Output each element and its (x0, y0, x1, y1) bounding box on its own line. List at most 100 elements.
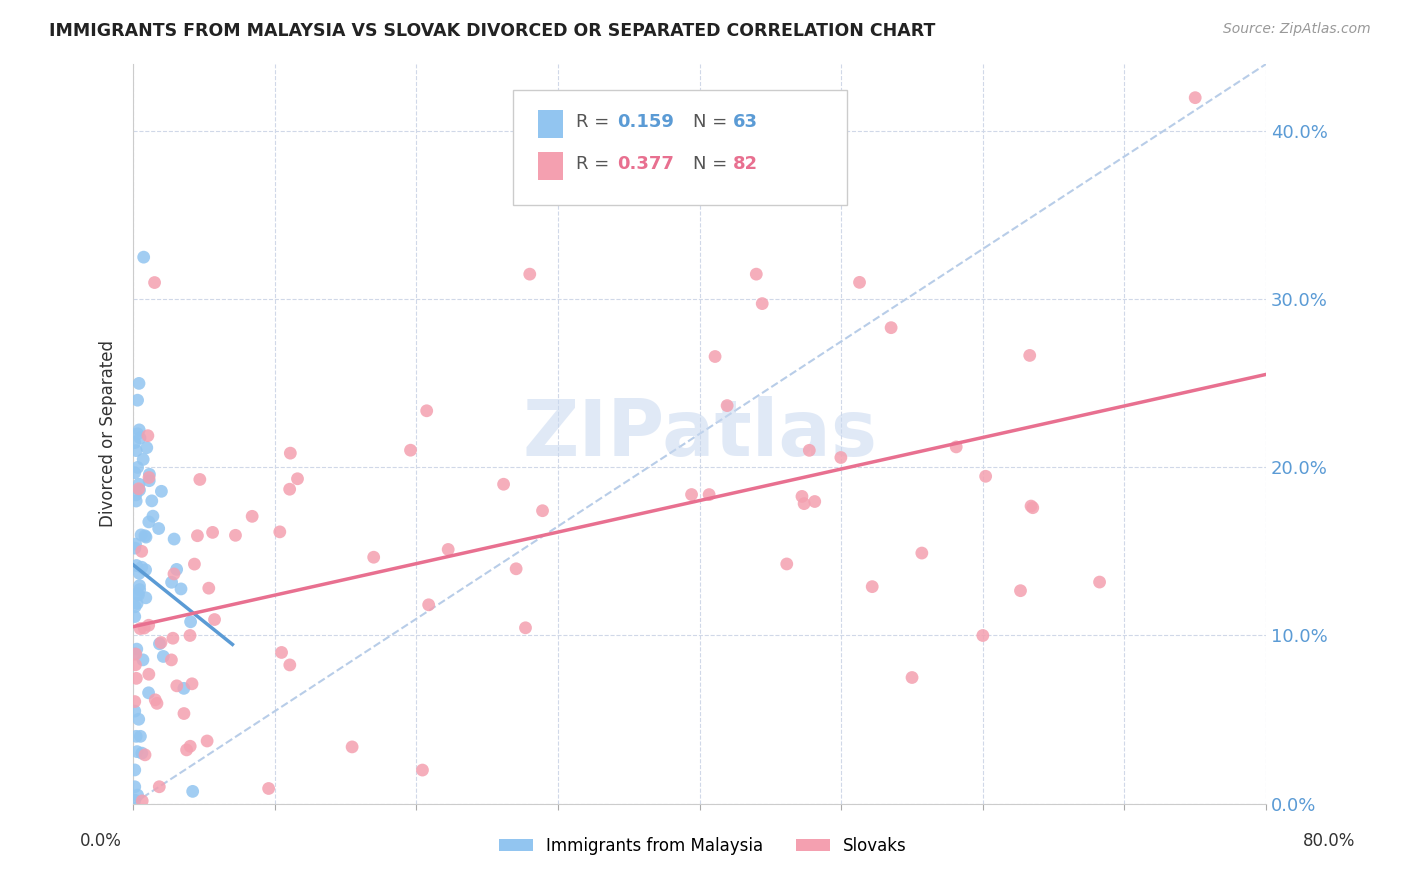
Text: 82: 82 (733, 155, 758, 173)
Point (129, 528, 152, 542)
Point (124, 609, 146, 624)
Point (269, 524, 291, 539)
Point (124, 599, 146, 614)
Point (124, 657, 146, 672)
Point (127, 596, 149, 610)
Point (131, 544, 153, 558)
Point (135, 563, 157, 577)
Point (148, 637, 170, 651)
Point (181, 784, 204, 798)
Point (142, 509, 165, 524)
Point (492, 477, 515, 491)
Point (162, 632, 184, 646)
Point (138, 470, 160, 484)
Point (127, 460, 149, 475)
Point (148, 522, 170, 536)
Point (135, 441, 157, 455)
Point (830, 450, 852, 465)
Text: IMMIGRANTS FROM MALAYSIA VS SLOVAK DIVORCED OR SEPARATED CORRELATION CHART: IMMIGRANTS FROM MALAYSIA VS SLOVAK DIVOR… (49, 22, 935, 40)
Point (751, 296, 773, 310)
Point (128, 566, 150, 581)
Point (183, 557, 205, 571)
Point (179, 628, 201, 642)
Point (945, 440, 967, 454)
Point (125, 443, 148, 458)
Point (136, 428, 159, 442)
Point (287, 472, 309, 486)
Text: 0.0%: 0.0% (80, 831, 122, 849)
Point (697, 487, 720, 501)
Point (803, 494, 825, 508)
Point (201, 525, 224, 540)
Point (163, 566, 186, 581)
FancyBboxPatch shape (513, 90, 846, 204)
Point (270, 645, 292, 659)
Point (128, 582, 150, 597)
Point (278, 657, 301, 672)
Point (278, 482, 301, 496)
Point (124, 793, 146, 807)
Point (437, 542, 460, 557)
Point (180, 615, 202, 629)
Point (173, 681, 195, 696)
Point (129, 431, 152, 445)
Point (143, 276, 166, 290)
Point (163, 532, 186, 546)
Point (129, 729, 152, 743)
Point (1019, 499, 1042, 513)
Point (128, 376, 150, 391)
Point (166, 679, 188, 693)
Text: ZIPatlas: ZIPatlas (522, 396, 877, 472)
Point (166, 562, 188, 576)
Point (179, 739, 201, 754)
Point (127, 588, 149, 602)
Point (138, 474, 160, 488)
Point (745, 267, 768, 281)
Point (704, 350, 727, 364)
Point (124, 466, 146, 480)
Point (135, 530, 157, 544)
Point (1010, 583, 1032, 598)
Point (848, 276, 870, 290)
Point (128, 482, 150, 496)
FancyBboxPatch shape (537, 152, 562, 180)
Point (1022, 500, 1045, 515)
Point (860, 580, 883, 594)
Point (134, 529, 156, 543)
Point (124, 704, 146, 718)
Point (141, 494, 163, 508)
Point (127, 393, 149, 408)
Point (131, 560, 153, 574)
Point (160, 575, 183, 590)
Point (124, 541, 146, 556)
Point (170, 582, 193, 596)
Point (134, 747, 156, 762)
Point (138, 667, 160, 681)
Point (138, 467, 160, 482)
Point (195, 734, 218, 748)
Point (399, 443, 422, 458)
Point (132, 653, 155, 667)
Text: 0.159: 0.159 (617, 112, 673, 131)
Point (974, 469, 997, 483)
Point (128, 423, 150, 437)
Point (531, 504, 554, 518)
Point (124, 537, 146, 551)
Point (128, 579, 150, 593)
Point (138, 618, 160, 632)
Point (138, 686, 160, 700)
Point (278, 446, 301, 460)
Point (152, 649, 174, 664)
Point (505, 562, 527, 576)
Point (135, 591, 157, 605)
Point (204, 613, 226, 627)
Point (125, 647, 148, 661)
Point (224, 528, 246, 542)
Point (124, 695, 146, 709)
Point (681, 487, 703, 501)
Point (129, 622, 152, 636)
Point (776, 557, 799, 571)
Point (124, 435, 146, 450)
Point (901, 671, 924, 685)
Point (124, 763, 146, 777)
